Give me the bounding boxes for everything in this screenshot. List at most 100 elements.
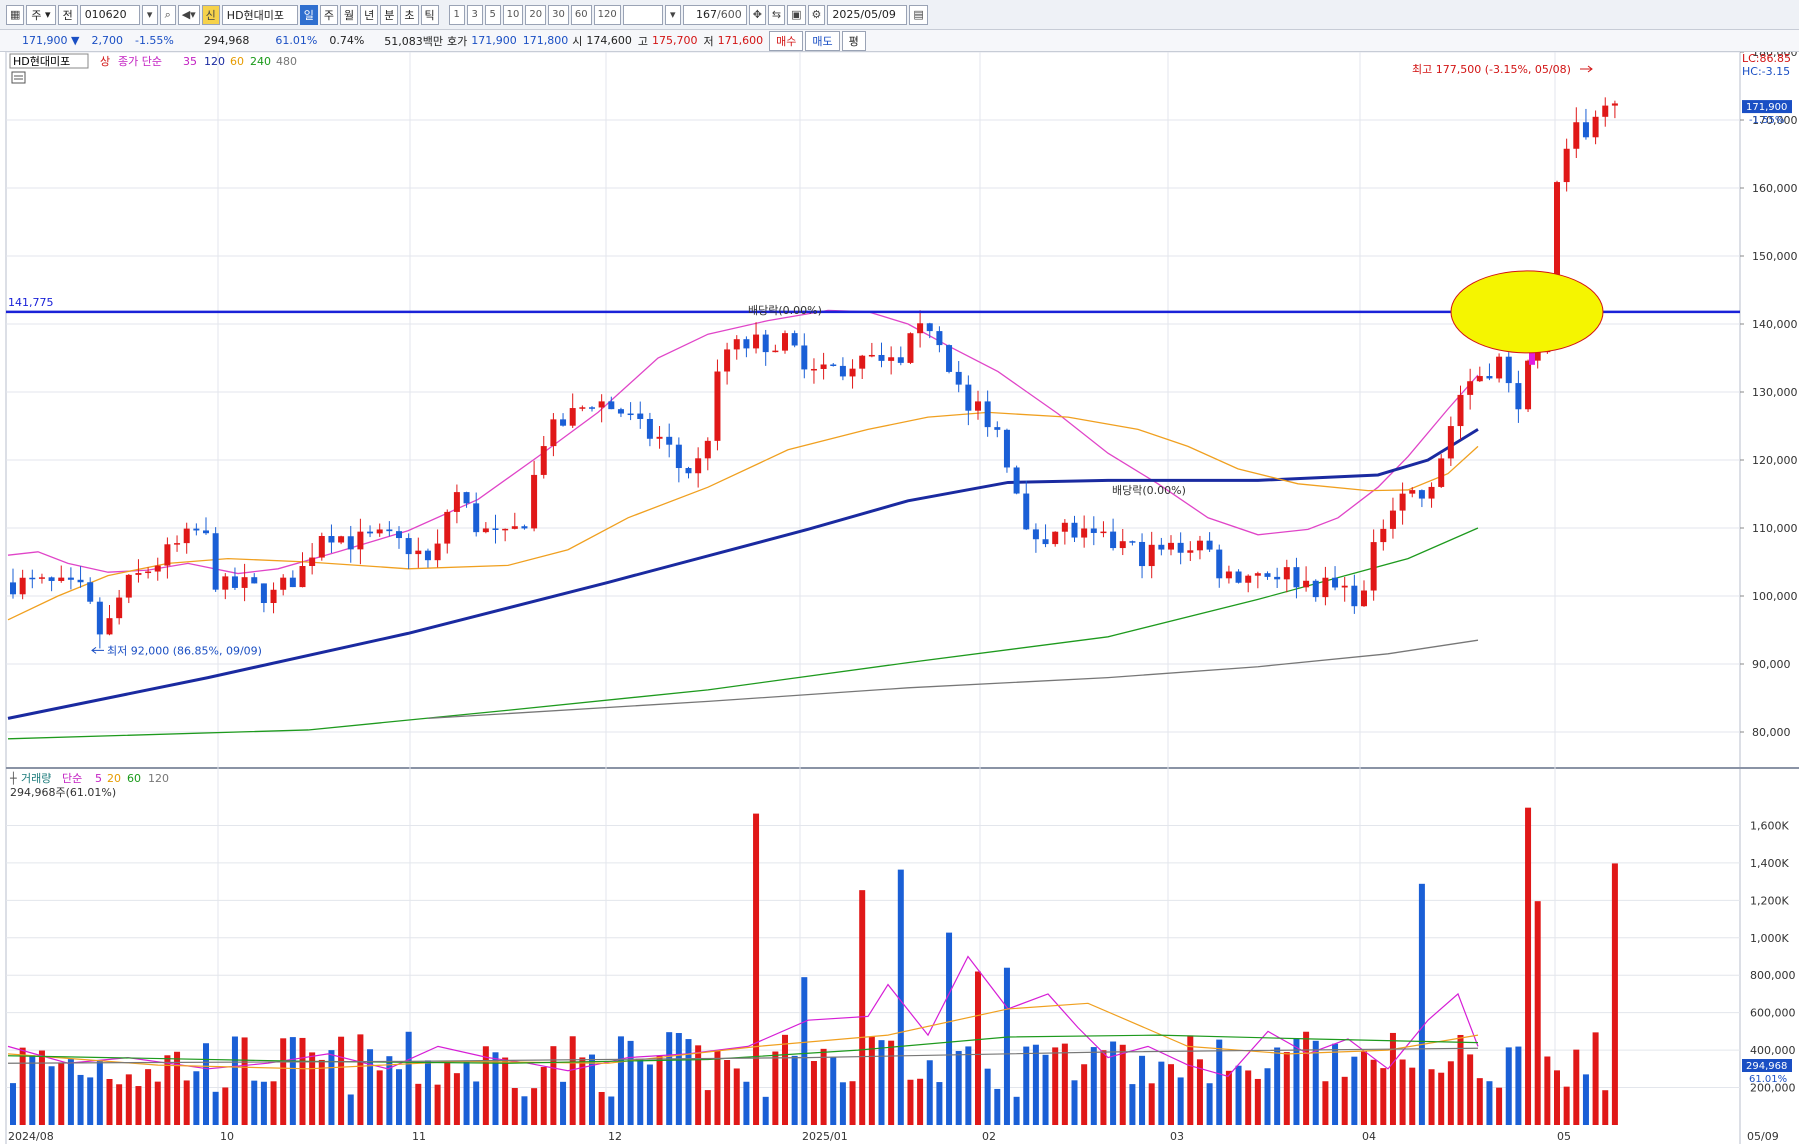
price-tag: [1742, 100, 1792, 114]
tab-tick[interactable]: 틱: [420, 4, 439, 25]
candle-body: [627, 413, 634, 416]
candle-body: [376, 529, 383, 534]
interval-30[interactable]: 30: [548, 4, 569, 25]
price-volume-chart[interactable]: 80,000 90,000 100,000 110,000 120,000 130,000…: [0, 52, 1799, 1144]
candle-body: [1496, 356, 1503, 379]
custom-interval-input[interactable]: [622, 4, 663, 25]
volume-bar: [1129, 1084, 1136, 1125]
average-button[interactable]: 평: [841, 30, 866, 51]
interval-1[interactable]: 1: [448, 4, 465, 25]
candle-body: [1254, 573, 1261, 576]
highlight-ellipse[interactable]: [1450, 270, 1604, 354]
candle-body: [878, 354, 885, 361]
candle-body: [560, 419, 567, 426]
candle-body: [849, 368, 856, 377]
trendline-label: 141,775: [8, 296, 54, 309]
candle-body: [685, 468, 692, 474]
volume-bar: [405, 1031, 412, 1125]
stock-name-tag[interactable]: [9, 53, 89, 69]
stock-menu-icon[interactable]: 신: [201, 4, 220, 25]
volume-bar: [1486, 1081, 1493, 1125]
candle-body: [1332, 577, 1339, 588]
volume-bar: [444, 1062, 451, 1125]
price-axis-label: 80,000: [1752, 726, 1791, 739]
stock-name-field[interactable]: HD현대미포: [221, 4, 298, 25]
candle-body: [347, 536, 354, 550]
code-input[interactable]: 010620: [79, 4, 140, 25]
x-axis-label: 03: [1170, 1130, 1184, 1143]
volume-axis-label: 800,000: [1750, 969, 1796, 982]
layout-icon[interactable]: ▦: [6, 4, 25, 25]
count-input[interactable]: 167 /600: [682, 4, 747, 25]
interval-60[interactable]: 60: [570, 4, 592, 25]
type-select[interactable]: 전: [57, 4, 78, 25]
volume-current: 294,968주(61.01%): [10, 786, 116, 799]
date-input[interactable]: 2025/05/09: [827, 4, 908, 25]
volume-bar: [753, 813, 760, 1125]
tab-minute[interactable]: 분: [380, 4, 399, 25]
bid-price: 171,800: [522, 34, 569, 47]
quote-bar: 171,900 ▼ 2,700 -1.55% 294,968 61.01% 0.…: [0, 30, 1799, 52]
volume-bar: [1264, 1068, 1271, 1125]
link-icon[interactable]: ⇆: [767, 4, 786, 25]
ma-line-35: [7, 309, 1479, 575]
chart-menu-icon[interactable]: [11, 71, 26, 84]
tab-month[interactable]: 월: [340, 4, 359, 25]
volume-bar: [1592, 1032, 1599, 1125]
volume-bar: [1505, 1047, 1512, 1125]
candle-body: [386, 529, 393, 532]
volume-bar: [1496, 1087, 1503, 1125]
x-axis-label: 05/09: [1747, 1130, 1779, 1143]
volume-bar: [1418, 883, 1425, 1125]
price-change: 2,700: [91, 34, 123, 47]
candle-body: [280, 577, 287, 590]
volume-bar: [1293, 1038, 1300, 1125]
volume-bar: [762, 1096, 769, 1125]
ask-label: 호가: [447, 34, 468, 48]
candle-body: [434, 543, 441, 561]
tab-week[interactable]: 주: [319, 4, 339, 25]
interval-5[interactable]: 5: [484, 4, 501, 25]
candle-body: [511, 526, 518, 529]
volume-bar: [203, 1043, 209, 1125]
legend-direction: 상: [100, 55, 110, 68]
volume-bar: [38, 1050, 45, 1125]
save-icon[interactable]: ▣: [787, 4, 806, 25]
candle-body: [251, 577, 258, 584]
candle-body: [936, 331, 943, 346]
speaker-icon[interactable]: ◀▾: [177, 4, 200, 25]
volume-axis-label: 200,000: [1750, 1082, 1796, 1095]
candle-body: [318, 536, 325, 558]
gear-icon[interactable]: ⚙: [807, 4, 826, 25]
sell-button[interactable]: 매도: [805, 30, 840, 51]
volume-ma-20: 20: [107, 772, 121, 785]
price-axis-label: 90,000: [1752, 658, 1791, 671]
high-price: 175,700: [652, 34, 698, 47]
interval-10[interactable]: 10: [502, 4, 524, 25]
x-axis-label: 04: [1362, 1130, 1376, 1143]
lc-label: LC:86.85: [1742, 52, 1791, 65]
interval-dropdown-icon[interactable]: ▾: [664, 4, 681, 25]
volume-bar: [1032, 1044, 1039, 1125]
candle-body: [29, 577, 36, 580]
search-icon[interactable]: ⌕: [159, 4, 176, 25]
candle-body: [453, 492, 460, 512]
volume-bar: [376, 1070, 383, 1125]
buy-button[interactable]: 매수: [769, 30, 804, 51]
code-dropdown-icon[interactable]: ▾: [141, 4, 158, 25]
interval-120[interactable]: 120: [593, 4, 621, 25]
candle-body: [154, 565, 161, 572]
tab-day[interactable]: 일: [299, 4, 318, 25]
volume-bar: [1254, 1078, 1261, 1125]
low-arrow-icon: [91, 647, 104, 654]
market-select[interactable]: 주 ▾: [26, 4, 56, 25]
interval-20[interactable]: 20: [525, 4, 547, 25]
candle-body: [1042, 539, 1049, 545]
tab-year[interactable]: 년: [360, 4, 379, 25]
candle-body: [87, 582, 94, 602]
calendar-icon[interactable]: ▤: [909, 4, 928, 25]
tab-second[interactable]: 초: [400, 4, 419, 25]
interval-3[interactable]: 3: [466, 4, 483, 25]
volume-bar: [164, 1055, 171, 1125]
drawing-tools-icon[interactable]: ✥: [748, 4, 766, 25]
